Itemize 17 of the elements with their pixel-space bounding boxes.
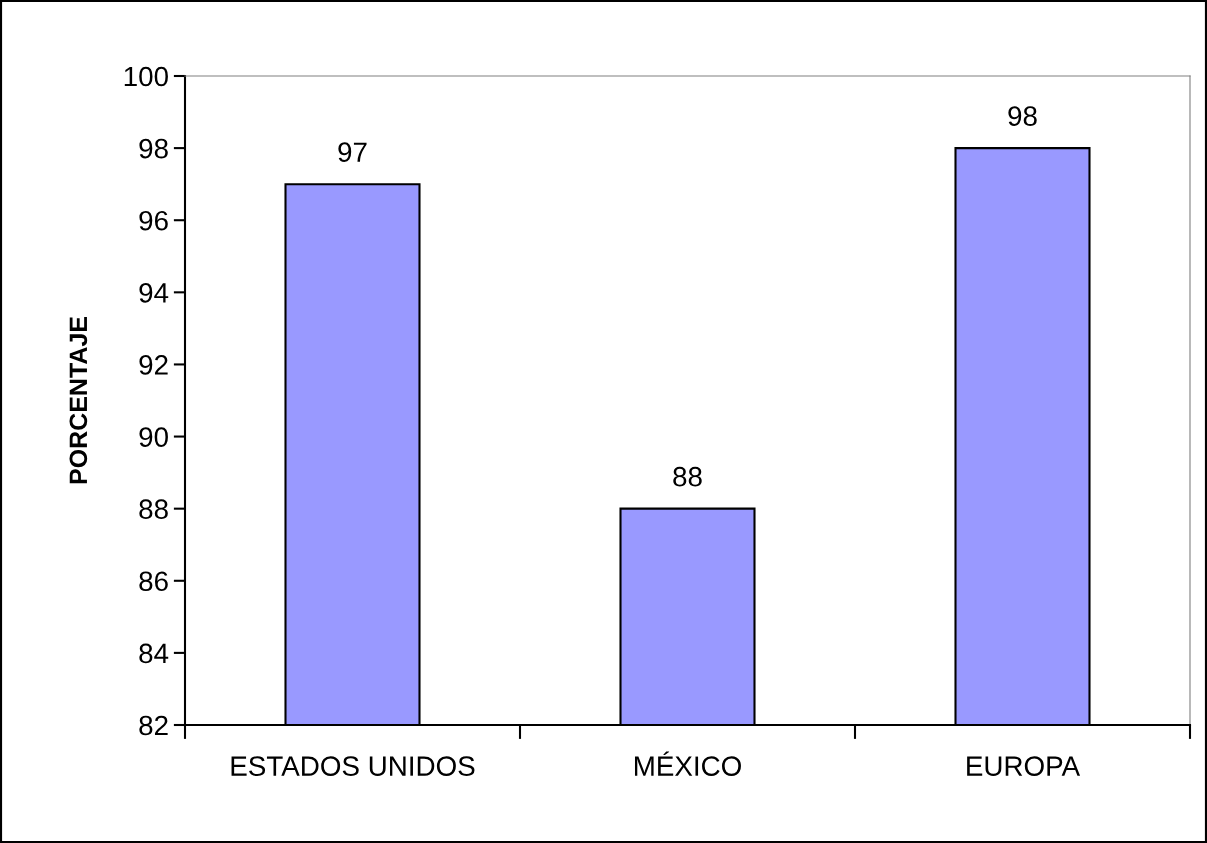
y-tick-label: 84 <box>139 643 169 664</box>
y-tick-label: 88 <box>139 499 168 520</box>
x-tick-label: EUROPA <box>967 756 1081 776</box>
data-label: 98 <box>1008 106 1037 126</box>
data-label: 88 <box>673 466 702 487</box>
y-tick-label: 90 <box>139 427 168 447</box>
data-label: 97 <box>338 142 367 163</box>
y-tick-label: 98 <box>139 138 168 159</box>
y-tick-label: 96 <box>139 210 168 231</box>
y-tick-label: 86 <box>139 571 168 592</box>
x-tick-label: ESTADOS UNIDOS <box>231 756 475 776</box>
y-tick-label: 82 <box>139 715 168 736</box>
y-axis-title: PORCENTAJE <box>69 316 88 484</box>
y-tick-label: 94 <box>139 283 169 303</box>
x-tick-label: MÉXICO <box>634 751 741 776</box>
y-tick-label: 100 <box>124 66 168 87</box>
y-tick-label: 92 <box>139 355 168 375</box>
